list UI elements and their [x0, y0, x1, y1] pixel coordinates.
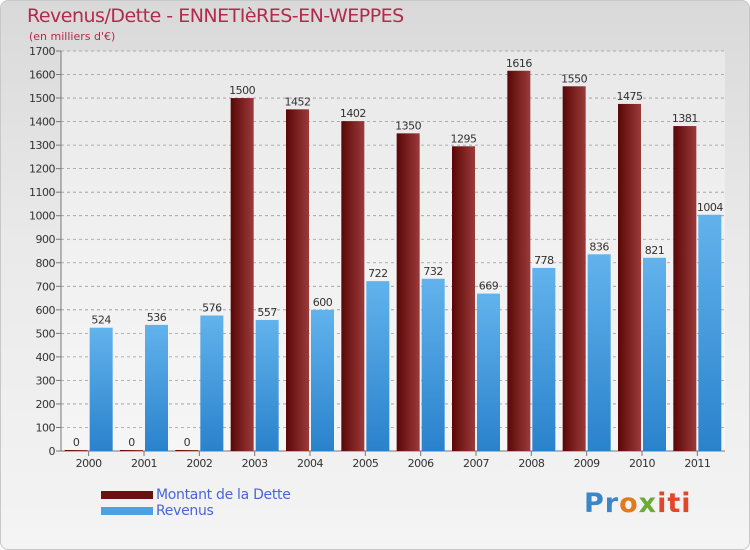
- data-label-revenus: 524: [91, 314, 111, 327]
- x-tick-label: 2004: [297, 457, 323, 470]
- bar-revenus: [366, 281, 390, 451]
- y-tick-label: 0: [49, 445, 56, 458]
- bar-revenus: [255, 319, 279, 451]
- legend-swatch-dette: [101, 491, 153, 499]
- data-label-dette: 1616: [506, 57, 532, 70]
- bar-dette: [673, 126, 697, 451]
- x-tick-label: 2010: [629, 457, 655, 470]
- bar-revenus: [698, 214, 722, 451]
- data-label-dette: 1475: [617, 90, 643, 103]
- data-label-dette: 1381: [672, 112, 698, 125]
- y-tick-label: 400: [36, 351, 56, 364]
- legend-label-revenus: Revenus: [156, 503, 214, 519]
- x-tick-label: 2006: [408, 457, 434, 470]
- y-tick-label: 700: [36, 280, 56, 293]
- y-tick-label: 1700: [29, 45, 55, 58]
- x-tick-label: 2011: [684, 457, 710, 470]
- data-label-dette: 0: [73, 436, 80, 449]
- bar-revenus: [421, 278, 445, 451]
- bar-revenus: [643, 257, 666, 451]
- y-tick-label: 1500: [29, 92, 55, 105]
- y-tick-label: 200: [36, 398, 56, 411]
- bar-dette: [562, 86, 586, 451]
- bar-revenus: [532, 267, 556, 451]
- data-label-dette: 1550: [561, 72, 587, 85]
- bar-revenus: [311, 309, 334, 451]
- x-tick-label: 2009: [574, 457, 600, 470]
- bar-dette: [286, 109, 309, 452]
- y-tick-label: 300: [36, 374, 56, 387]
- y-tick-label: 1600: [29, 69, 55, 82]
- data-label-dette: 1295: [451, 132, 477, 145]
- bar-dette: [618, 103, 641, 452]
- y-tick-label: 1000: [29, 210, 55, 223]
- x-tick-label: 2000: [76, 457, 102, 470]
- x-tick-label: 2008: [518, 457, 544, 470]
- data-label-dette: 1402: [340, 107, 366, 120]
- data-label-revenus: 1004: [697, 201, 723, 214]
- chart-subtitle: (en milliers d'€): [29, 30, 116, 43]
- data-label-revenus: 732: [423, 265, 443, 278]
- data-label-revenus: 576: [202, 301, 222, 314]
- y-tick-label: 500: [36, 327, 56, 340]
- legend-label-dette: Montant de la Dette: [156, 487, 291, 503]
- x-tick-label: 2007: [463, 457, 489, 470]
- bar-dette: [341, 121, 365, 451]
- data-label-dette: 0: [128, 436, 135, 449]
- chart-title: Revenus/Dette - ENNETIèRES-EN-WEPPES: [27, 5, 404, 27]
- data-label-revenus: 836: [589, 240, 609, 253]
- y-tick-label: 900: [36, 233, 56, 246]
- bar-revenus: [477, 293, 500, 451]
- bar-dette: [396, 133, 420, 451]
- bar-dette: [175, 450, 199, 451]
- bar-dette: [230, 98, 254, 451]
- y-tick-label: 1400: [29, 116, 55, 129]
- bar-dette: [64, 450, 88, 451]
- bar-dette: [120, 450, 143, 451]
- y-tick-label: 1100: [29, 186, 55, 199]
- data-label-revenus: 600: [313, 296, 333, 309]
- bar-revenus: [145, 324, 168, 451]
- x-tick-label: 2002: [186, 457, 212, 470]
- data-label-revenus: 722: [368, 267, 388, 280]
- proxiti-logo: Proxiti: [584, 488, 692, 519]
- bar-revenus: [200, 315, 224, 451]
- bar-revenus: [89, 327, 113, 451]
- y-tick-label: 100: [36, 421, 56, 434]
- x-tick-label: 2005: [352, 457, 378, 470]
- x-tick-label: 2001: [131, 457, 157, 470]
- data-label-dette: 1500: [229, 84, 255, 97]
- data-label-revenus: 821: [645, 244, 665, 257]
- bar-dette: [507, 70, 531, 451]
- legend-swatch-revenus: [101, 507, 153, 515]
- data-label-dette: 1350: [395, 119, 421, 132]
- data-label-dette: 1452: [285, 95, 311, 108]
- x-tick-label: 2003: [242, 457, 268, 470]
- y-tick-label: 600: [36, 304, 56, 317]
- bar-revenus: [587, 254, 611, 451]
- data-label-revenus: 669: [479, 280, 499, 293]
- y-tick-label: 1300: [29, 139, 55, 152]
- y-tick-label: 800: [36, 257, 56, 270]
- plot-area: [61, 51, 725, 451]
- data-label-revenus: 778: [534, 254, 554, 267]
- bar-dette: [452, 146, 475, 451]
- data-label-revenus: 557: [257, 306, 277, 319]
- data-label-revenus: 536: [147, 311, 167, 324]
- data-label-dette: 0: [184, 436, 191, 449]
- y-tick-label: 1200: [29, 163, 55, 176]
